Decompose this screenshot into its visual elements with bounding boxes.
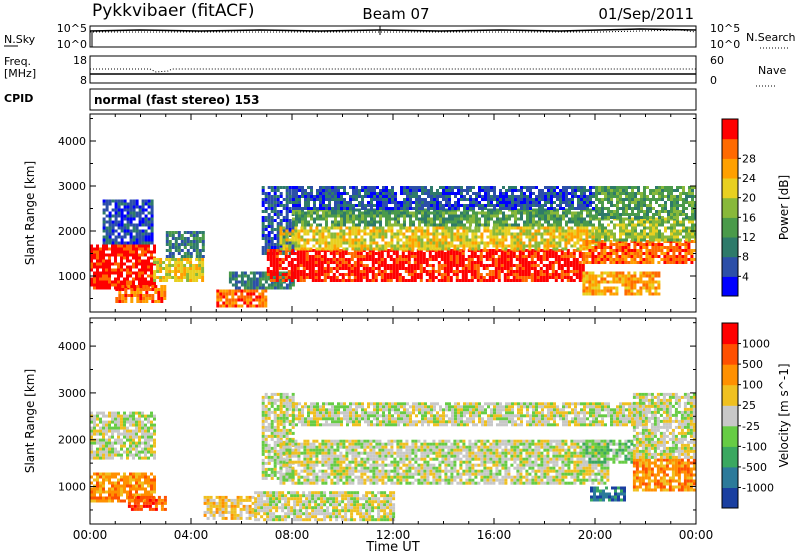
colorbar-tick: 16	[742, 211, 756, 224]
freq-tick-bottom: 8	[80, 74, 87, 87]
data-band-3	[203, 495, 255, 520]
colorbar-tick: 4	[742, 270, 749, 283]
xtick-label: 16:00	[477, 528, 512, 542]
ytick-label: 4000	[58, 340, 86, 353]
colorbar-label: Velocity [m s^-1]	[777, 363, 791, 467]
data-band-12	[582, 240, 696, 264]
colorbar: 1000 500 100 25 -25 -100 -500 -1000 Velocity [m …	[721, 322, 791, 509]
colorbar-tick: 24	[742, 172, 756, 185]
data-band-11	[292, 186, 595, 210]
nave-tick-bottom: 0	[710, 74, 717, 87]
xtick-label: 08:00	[275, 528, 310, 542]
colorbar-tick: -100	[742, 440, 767, 453]
ytick-label: 3000	[58, 387, 86, 400]
data-band-6	[279, 439, 610, 485]
colorbar-tick: -1000	[742, 481, 774, 494]
data-band-1	[102, 199, 154, 245]
freq-label-2: [MHz]	[4, 67, 36, 80]
xtick-label: 20:00	[578, 528, 613, 542]
freq-tick-top: 18	[73, 54, 87, 67]
data-band-9	[279, 226, 598, 251]
data-band-4	[254, 491, 396, 522]
ytick-label: 3000	[58, 180, 86, 193]
nsearch-tick-top: 10^5	[710, 22, 740, 35]
data-band-4	[165, 231, 205, 258]
colorbar-tick: 100	[742, 379, 763, 392]
station-title: Pykkvibaer (fitACF)	[92, 1, 254, 21]
colorbar-label: Power [dB]	[777, 175, 791, 240]
data-band-0	[90, 411, 156, 460]
nsky-tick-bottom: 10^0	[57, 38, 87, 51]
date-title: 01/Sep/2011	[598, 5, 694, 23]
colorbar-tick: 500	[742, 358, 763, 371]
data-band-10	[632, 458, 696, 492]
power-panel: 1000 2000 3000 4000 Slant Range [km] 4 8 12 16 20…	[23, 113, 791, 313]
time-axis: 00:00 04:00 08:00 12:00 16:00 20:00 00:00	[73, 528, 714, 542]
ylabel: Slant Range [km]	[23, 161, 37, 265]
nsky-trace	[89, 28, 697, 32]
data-band-8	[582, 439, 634, 464]
nsky-label: N.Sky	[4, 33, 36, 46]
nave-tick-top: 60	[710, 54, 724, 67]
cpid-label: CPID	[4, 92, 33, 105]
data-band-3	[153, 258, 205, 282]
cpid-mode: normal (fast stereo) 153	[94, 93, 260, 107]
xlabel: Time UT	[365, 540, 419, 554]
cpid-strip: CPID normal (fast stereo) 153	[4, 88, 697, 111]
data-band-2	[127, 495, 167, 511]
xtick-label: 04:00	[174, 528, 209, 542]
nsky-tick-top: 10^5	[57, 22, 87, 35]
colorbar: 4 8 12 16 20 24 28 Power [dB]	[721, 118, 791, 297]
ytick-label: 1000	[58, 481, 86, 494]
nave-label: Nave	[758, 64, 786, 77]
data-band-9	[590, 486, 626, 502]
ytick-label: 1000	[58, 270, 86, 283]
colorbar-tick: -500	[742, 461, 767, 474]
data-band-13	[595, 217, 696, 242]
data-band-5	[261, 392, 295, 480]
ylabel: Slant Range [km]	[23, 369, 37, 473]
colorbar-tick: 20	[742, 192, 756, 205]
colorbar-tick: 8	[742, 251, 749, 264]
colorbar-tick: 12	[742, 231, 756, 244]
xtick-label: 00:00	[73, 528, 108, 542]
data-band-7	[292, 402, 646, 427]
data-band-10	[292, 208, 595, 227]
data-band-2	[115, 285, 167, 303]
nsky-strip: N.Sky 10^5 10^0 10^5 10^0 N.Search	[4, 22, 796, 51]
data-band-15	[582, 271, 661, 296]
data-band-5	[216, 289, 268, 308]
freq-label-1: Freq.	[4, 55, 31, 68]
data-band-8	[266, 249, 585, 282]
nsearch-trace	[90, 29, 697, 33]
colorbar-tick: 25	[742, 399, 756, 412]
ytick-label: 2000	[58, 225, 86, 238]
data-band-0	[90, 244, 156, 290]
colorbar-tick: 1000	[742, 338, 770, 351]
ytick-label: 2000	[58, 434, 86, 447]
nave-trace	[90, 68, 696, 73]
xtick-label: 00:00	[679, 528, 714, 542]
freq-strip: Freq. [MHz] 18 8 60 0 Nave	[4, 54, 786, 87]
data-band-11	[632, 392, 696, 459]
nsearch-label: N.Search	[746, 31, 796, 44]
colorbar-tick: 28	[742, 152, 756, 165]
data-band-14	[595, 186, 696, 219]
xtick-label: 12:00	[376, 528, 411, 542]
colorbar-tick: -25	[742, 420, 760, 433]
beam-title: Beam 07	[362, 5, 429, 23]
nsearch-tick-bottom: 10^0	[710, 38, 740, 51]
ytick-label: 4000	[58, 135, 86, 148]
